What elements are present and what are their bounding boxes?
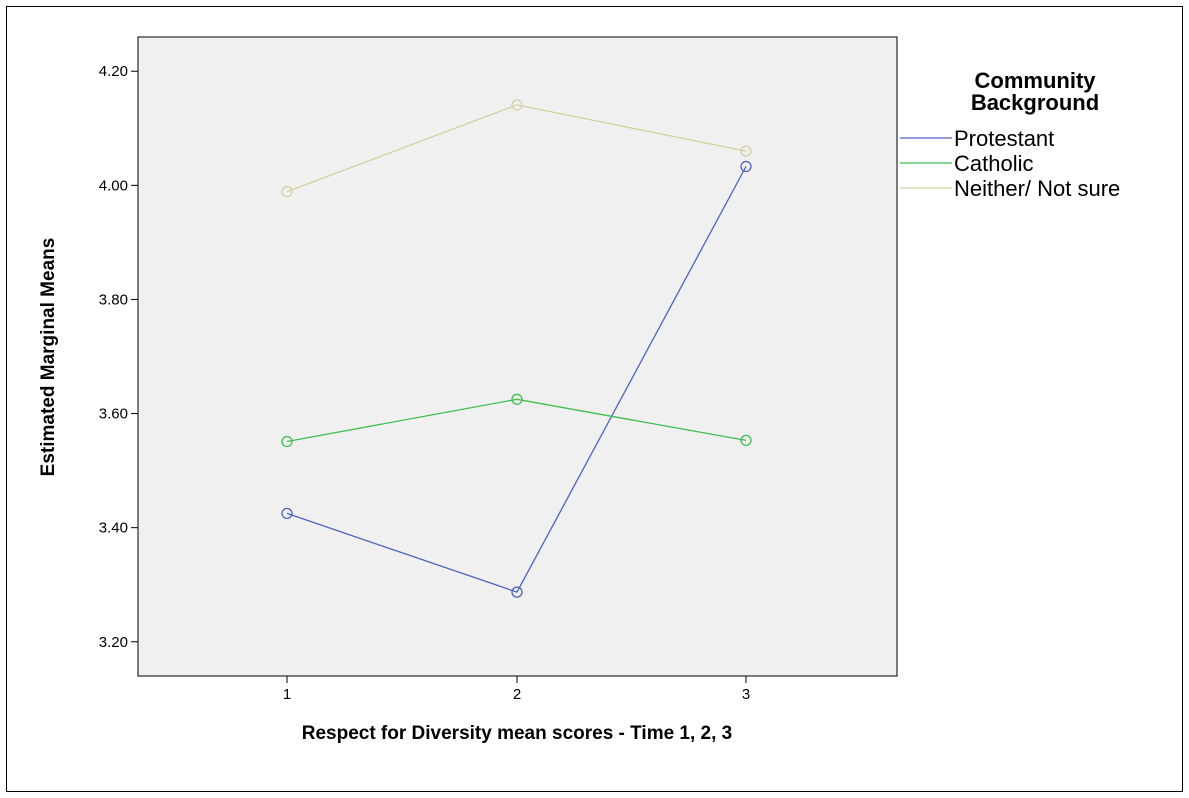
series-layer [281, 99, 752, 598]
legend-title-line2: Background [971, 90, 1099, 115]
x-tick-label: 1 [283, 686, 291, 703]
x-axis-title: Respect for Diversity mean scores - Time… [302, 723, 733, 744]
data-point [281, 185, 293, 198]
data-point [511, 586, 523, 598]
y-tick-label: 3.60 [99, 406, 128, 423]
series-line [286, 398, 747, 443]
series-line [286, 166, 747, 593]
data-point [740, 160, 752, 173]
data-point [281, 435, 293, 448]
x-tick-label: 3 [742, 686, 750, 703]
data-point [281, 507, 293, 520]
y-axis-title: Estimated Marginal Means [38, 238, 59, 477]
legend-label: Catholic [954, 151, 1033, 176]
data-point [511, 99, 523, 111]
series-catholic [281, 393, 752, 448]
legend-title-line1: Community [975, 68, 1097, 93]
series-protestant [281, 160, 752, 598]
data-point [740, 145, 752, 157]
legend-item: Catholic [900, 151, 1033, 176]
y-axis: 3.20 3.40 3.60 3.80 4.00 4.20 [99, 63, 138, 651]
data-point [740, 434, 752, 447]
plot-area [137, 36, 898, 677]
series-line [286, 104, 747, 193]
legend-item: Protestant [900, 126, 1054, 151]
series-neither-not-sure [281, 99, 752, 198]
data-point [511, 393, 523, 405]
x-tick-label: 2 [513, 686, 521, 703]
legend-label: Protestant [954, 126, 1054, 151]
y-tick-label: 3.80 [99, 291, 128, 308]
legend-label: Neither/ Not sure [954, 176, 1120, 201]
x-axis: 1 2 3 [283, 676, 750, 703]
y-tick-label: 3.20 [99, 634, 128, 651]
y-tick-label: 4.00 [99, 177, 128, 194]
legend: Community Background ProtestantCatholicN… [900, 68, 1120, 201]
y-tick-label: 4.20 [99, 63, 128, 80]
y-tick-label: 3.40 [99, 520, 128, 537]
legend-item: Neither/ Not sure [900, 176, 1120, 201]
